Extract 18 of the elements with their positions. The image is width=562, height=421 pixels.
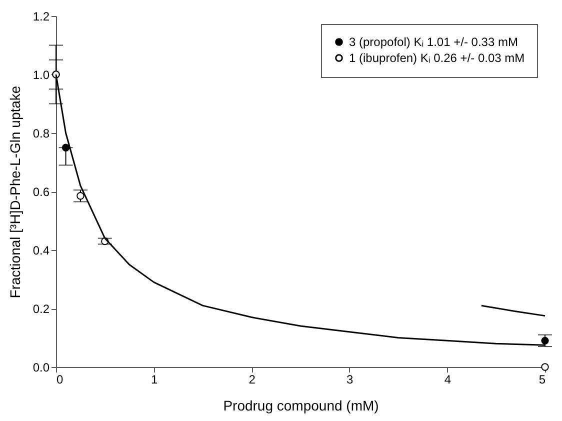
y-tick-label: 1.0: [32, 68, 50, 82]
y-tick-label: 0.0: [32, 360, 50, 374]
x-tick-label: 0: [56, 372, 64, 386]
point: [76, 192, 84, 200]
x-tick-label: 2: [248, 372, 256, 386]
y-tick-label: 1.2: [32, 10, 50, 24]
x-tick-label: 1: [150, 372, 158, 386]
legend-label: 3 (propofol) Kᵢ 1.01 +/- 0.33 mM: [349, 35, 518, 49]
x-tick-label: 5: [538, 372, 546, 386]
legend-label: 1 (ibuprofen) Kᵢ 0.26 +/- 0.03 mM: [349, 51, 525, 65]
x-tick-label: 4: [444, 372, 452, 386]
x-tick-label: 3: [346, 372, 354, 386]
y-tick-label: 0.6: [32, 185, 50, 199]
y-axis-title: Fractional [³H]D-Phe-L-Gln uptake: [6, 86, 23, 298]
y-tick-label: 0.8: [32, 126, 50, 140]
x-axis-title: Prodrug compound (mM): [223, 398, 379, 414]
y-tick-label: 0.4: [32, 244, 50, 258]
y-tick-label: 0.2: [32, 302, 50, 316]
